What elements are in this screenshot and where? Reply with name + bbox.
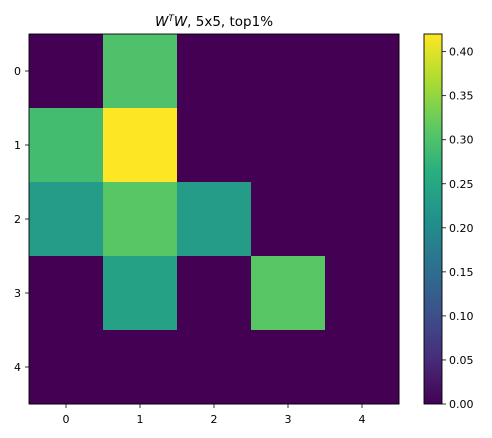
x-tick-label: 2 xyxy=(211,413,218,426)
heatmap-cell-0-3 xyxy=(251,34,326,109)
y-tick-label: 1 xyxy=(14,139,21,152)
heatmap-cell-2-4 xyxy=(325,182,400,257)
heatmap-cell-3-1 xyxy=(103,256,178,331)
heatmap-cell-1-1 xyxy=(103,108,178,183)
heatmap-cells xyxy=(29,34,400,405)
heatmap-cell-1-2 xyxy=(177,108,252,183)
colorbar-tick-label: 0.10 xyxy=(449,310,474,323)
y-tick-label: 0 xyxy=(14,65,21,78)
heatmap-cell-2-2 xyxy=(177,182,252,257)
x-tick-label: 4 xyxy=(359,413,366,426)
x-tick-label: 3 xyxy=(285,413,292,426)
heatmap-cell-0-2 xyxy=(177,34,252,109)
heatmap-cell-4-2 xyxy=(177,330,252,405)
x-axis-ticks: 0 1 2 3 4 xyxy=(63,404,366,426)
colorbar-tick-label: 0.25 xyxy=(449,178,474,191)
colorbar-frame xyxy=(423,33,443,405)
colorbar-tick-label: 0.30 xyxy=(449,134,474,147)
colorbar xyxy=(424,34,442,404)
heatmap-cell-4-0 xyxy=(29,330,104,405)
y-axis-ticks: 0 1 2 3 4 xyxy=(14,65,29,374)
heatmap-cell-0-0 xyxy=(29,34,104,109)
x-tick-label: 0 xyxy=(63,413,70,426)
colorbar-ticks: 0.00 0.05 0.10 0.15 0.20 0.25 0.30 0.35 0.40 xyxy=(442,46,474,411)
heatmap-cell-3-4 xyxy=(325,256,400,331)
y-tick-label: 4 xyxy=(14,361,21,374)
colorbar-tick-label: 0.40 xyxy=(449,46,474,59)
heatmap-cell-2-3 xyxy=(251,182,326,257)
heatmap-cell-4-4 xyxy=(325,330,400,405)
heatmap-cell-1-4 xyxy=(325,108,400,183)
heatmap-cell-0-1 xyxy=(103,34,178,109)
colorbar-tick-label: 0.15 xyxy=(449,266,474,279)
heatmap-cell-2-0 xyxy=(29,182,104,257)
heatmap-cell-4-1 xyxy=(103,330,178,405)
heatmap-cell-3-2 xyxy=(177,256,252,331)
colorbar-tick-label: 0.35 xyxy=(449,90,474,103)
heatmap-cell-2-1 xyxy=(103,182,178,257)
heatmap-cell-1-3 xyxy=(251,108,326,183)
heatmap-cell-4-3 xyxy=(251,330,326,405)
x-tick-label: 1 xyxy=(137,413,144,426)
heatmap-cell-0-4 xyxy=(325,34,400,109)
heatmap-cell-3-0 xyxy=(29,256,104,331)
y-tick-label: 3 xyxy=(14,287,21,300)
chart-title: WTW, 5x5, top1% xyxy=(155,14,273,30)
colorbar-tick-label: 0.05 xyxy=(449,354,474,367)
colorbar-tick-label: 0.20 xyxy=(449,222,474,235)
heatmap-cell-3-3 xyxy=(251,256,326,331)
y-tick-label: 2 xyxy=(14,213,21,226)
colorbar-tick-label: 0.00 xyxy=(449,398,474,411)
heatmap-cell-1-0 xyxy=(29,108,104,183)
